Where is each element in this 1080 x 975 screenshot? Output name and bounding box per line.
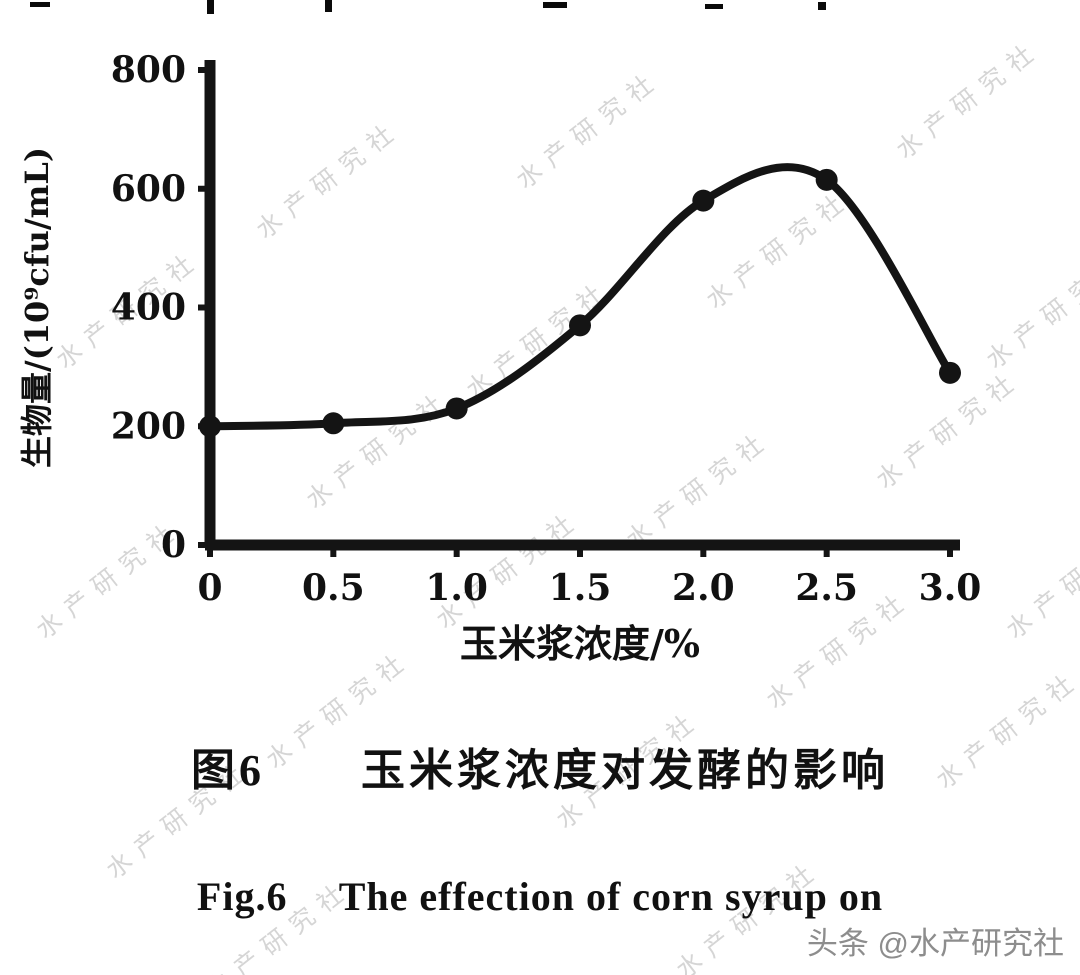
data-point xyxy=(692,189,715,212)
scan-artifact xyxy=(207,0,214,14)
chart-svg: 0 200 400 600 800 0 0.5 1.0 1.5 2.0 2.5 3.0 玉米浆浓度/% 生… xyxy=(18,49,982,666)
y-axis-title: 生物量/(10⁹cfu/mL) xyxy=(18,147,56,468)
credit-badge: 头条 @水产研究社 xyxy=(806,926,1064,961)
y-tick-label: 800 xyxy=(111,49,186,91)
data-point xyxy=(815,168,838,191)
data-point xyxy=(939,361,961,384)
figure-caption-en-line1: Fig.6 The effection of corn syrup on xyxy=(196,874,884,919)
y-tick-label: 400 xyxy=(111,287,186,329)
data-point xyxy=(445,397,468,420)
x-tick-label: 3.0 xyxy=(919,567,982,609)
scan-artifact xyxy=(705,4,723,9)
x-tick-label: 0.5 xyxy=(302,567,365,609)
x-tick-label: 1.0 xyxy=(425,567,488,609)
x-tick-label: 0 xyxy=(197,567,222,609)
scan-artifact xyxy=(325,0,332,12)
x-tick-label: 1.5 xyxy=(549,567,612,609)
x-tick-label: 2.5 xyxy=(795,567,858,609)
scan-artifact xyxy=(30,2,50,7)
figure-captions: 图6 玉米浆浓度对发酵的影响 Fig.6 The effection of co… xyxy=(0,680,1080,975)
x-tick-label: 2.0 xyxy=(672,567,735,609)
data-point xyxy=(322,412,345,435)
data-curve xyxy=(206,163,954,431)
y-tick-label: 0 xyxy=(161,524,186,566)
scan-artifact xyxy=(818,2,826,10)
y-tick-label: 600 xyxy=(111,168,186,210)
figure-caption-zh: 图6 玉米浆浓度对发酵的影响 xyxy=(191,746,889,795)
x-axis-title: 玉米浆浓度/% xyxy=(460,621,700,666)
y-tick-label: 200 xyxy=(111,405,186,447)
scan-artifact xyxy=(543,2,567,8)
data-point xyxy=(199,415,221,438)
data-point xyxy=(569,314,591,337)
